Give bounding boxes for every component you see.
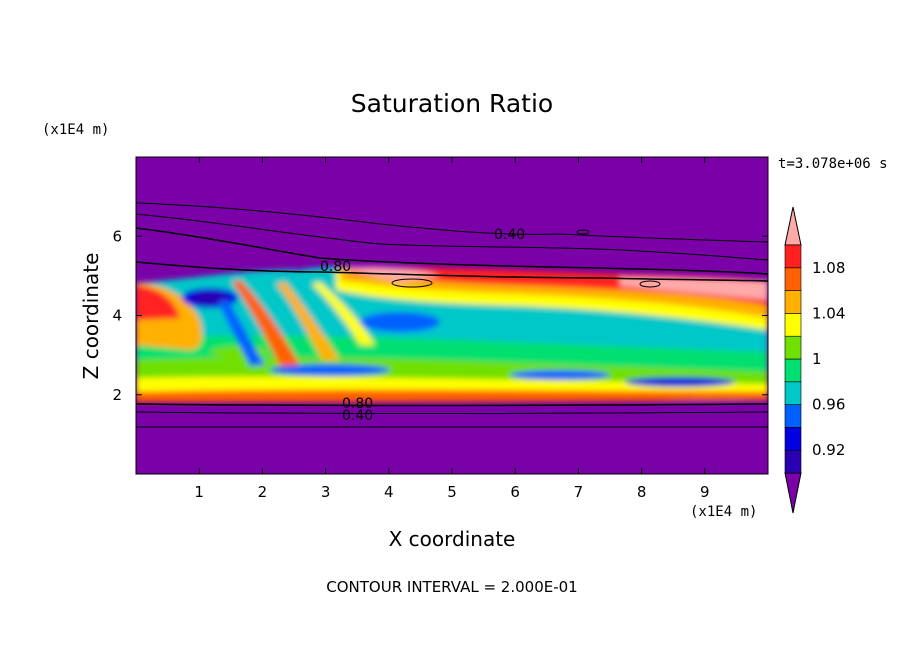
colorbar-tick-label: 1.08 <box>812 259 845 277</box>
colorbar-tick-label: 0.92 <box>812 441 845 459</box>
x-tick-label: 2 <box>258 483 268 501</box>
x-unit-label: (x1E4 m) <box>690 504 757 520</box>
contour-label-080-upper: 0.80 <box>320 259 351 275</box>
x-tick-label: 5 <box>447 483 457 501</box>
x-tick-label: 8 <box>637 483 647 501</box>
colorbar-tick-label: 1 <box>812 350 822 368</box>
colorbar-band <box>784 358 802 383</box>
y-tick-label: 2 <box>112 386 122 404</box>
colorbar-extend-max <box>784 206 802 246</box>
contour-ring <box>391 278 433 288</box>
plot-area: 0.40 0.80 0.80 0.40 <box>136 157 768 474</box>
contour-line-080-upper <box>136 261 768 282</box>
x-tick-label: 9 <box>700 483 710 501</box>
contour-ring <box>639 280 661 288</box>
time-label: t=3.078e+06 s <box>778 156 888 172</box>
colorbar-band <box>784 313 802 337</box>
contour-line-040-lower <box>136 411 768 414</box>
x-tick-label: 6 <box>510 483 520 501</box>
colorbar-band <box>784 290 802 314</box>
colorbar-tick-label: 0.96 <box>812 396 845 414</box>
colorbar-band <box>784 404 802 428</box>
y-axis-title: Z coordinate <box>79 253 103 380</box>
colorbar-band <box>784 381 802 405</box>
contour-line-040-upper <box>136 202 768 243</box>
colorbar-band <box>784 335 802 360</box>
contour-interval-note: CONTOUR INTERVAL = 2.000E-01 <box>326 578 577 596</box>
x-tick-label: 4 <box>384 483 394 501</box>
colorbar-band <box>784 449 802 474</box>
chart-title: Saturation Ratio <box>351 89 553 118</box>
x-tick-label: 3 <box>321 483 331 501</box>
contour-label-040-lower: 0.40 <box>342 408 373 424</box>
contour-label-080-lower: 0.80 <box>342 396 373 412</box>
colorbar-tick-label: 1.04 <box>812 304 845 322</box>
colorbar-band <box>784 427 802 451</box>
colorbar-band <box>784 267 802 291</box>
y-unit-label: (x1E4 m) <box>42 122 109 138</box>
x-axis-title: X coordinate <box>389 527 516 551</box>
y-tick-label: 4 <box>112 307 122 325</box>
x-axis: 1 2 3 4 5 6 7 8 9 <box>194 157 710 501</box>
contour-line-upper-2 <box>136 213 768 261</box>
colorbar-band <box>784 244 802 269</box>
colorbar-extend-min <box>784 472 802 514</box>
x-tick-label: 1 <box>194 483 204 501</box>
y-tick-label: 6 <box>112 227 122 245</box>
colorbar: 0.92 0.96 1 1.04 1.08 <box>784 206 845 514</box>
cloud-layer-field <box>136 266 768 402</box>
contour-line-upper-3 <box>136 227 768 275</box>
y-axis: 2 4 6 <box>112 227 768 404</box>
contour-lines <box>136 202 768 428</box>
contour-label-040-upper: 0.40 <box>494 227 525 243</box>
contour-line-080-lower <box>136 403 768 407</box>
x-tick-label: 7 <box>574 483 584 501</box>
contour-ring <box>576 229 590 235</box>
